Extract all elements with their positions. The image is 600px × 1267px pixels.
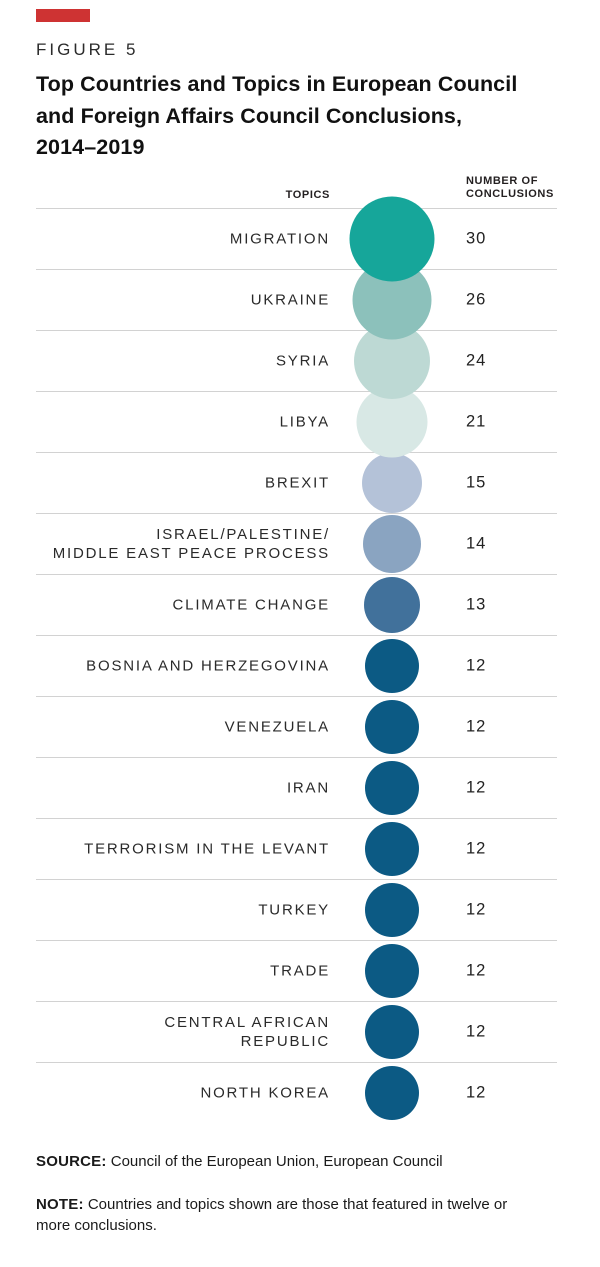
red-accent-block xyxy=(36,9,90,22)
source-text: Council of the European Union, European … xyxy=(110,1153,443,1170)
value-bubble xyxy=(363,515,421,573)
topic-label-line: TRADE xyxy=(270,962,330,980)
chart-row: TURKEY 12 xyxy=(36,879,557,940)
topic-label: VENEZUELA xyxy=(36,718,330,737)
topic-label-line: TERRORISM IN THE LEVANT xyxy=(84,840,330,858)
conclusions-count: 14 xyxy=(466,534,487,553)
conclusions-header-line-2: CONCLUSIONS xyxy=(466,188,554,200)
topic-label: BOSNIA AND HERZEGOVINA xyxy=(36,657,330,676)
conclusions-count: 12 xyxy=(466,717,487,736)
note-text-line-1: Countries and topics shown are those tha… xyxy=(87,1196,508,1213)
chart-row: SYRIA 24 xyxy=(36,323,557,399)
figure-title: Top Countries and Topics in European Cou… xyxy=(36,69,566,164)
chart-row: BOSNIA AND HERZEGOVINA 12 xyxy=(36,635,557,696)
value-bubble xyxy=(365,761,419,815)
topic-label: BREXIT xyxy=(36,474,330,493)
value-bubble xyxy=(365,883,419,937)
chart-rows: MIGRATION 30 UKRAINE 26 SYRIA 24 LIBYA 21 BREXIT… xyxy=(0,196,600,1123)
topic-label-line: LIBYA xyxy=(279,413,330,431)
topic-label: ISRAEL/PALESTINE/MIDDLE EAST PEACE PROCE… xyxy=(36,525,330,563)
chart-row: BREXIT 15 xyxy=(36,452,557,513)
topic-label-line: CENTRAL AFRICAN xyxy=(164,1014,330,1031)
topic-label: NORTH KOREA xyxy=(36,1084,330,1103)
conclusions-count: 13 xyxy=(466,595,487,614)
conclusions-column-header: NUMBER OF CONCLUSIONS xyxy=(466,175,554,201)
value-bubble xyxy=(365,822,419,876)
figure-number-label: FIGURE 5 xyxy=(36,40,139,59)
bubble-chart: TOPICS NUMBER OF CONCLUSIONS MIGRATION 30… xyxy=(0,162,600,1123)
figure-footer: SOURCE: Council of the European Union, E… xyxy=(36,1151,570,1236)
topic-label: CLIMATE CHANGE xyxy=(36,596,330,615)
conclusions-count: 15 xyxy=(466,473,487,492)
figure-title-line-2: and Foreign Affairs Council Conclusions, xyxy=(36,103,463,128)
topic-label-line: CLIMATE CHANGE xyxy=(172,596,330,614)
chart-column-headers: TOPICS NUMBER OF CONCLUSIONS xyxy=(36,162,557,208)
topic-label: SYRIA xyxy=(36,352,330,371)
chart-row: MIGRATION 30 xyxy=(36,196,557,282)
chart-row: UKRAINE 26 xyxy=(36,260,557,340)
topic-label-line: SYRIA xyxy=(275,352,330,370)
topic-label-line: NORTH KOREA xyxy=(200,1084,330,1102)
value-bubble xyxy=(365,639,419,693)
chart-row: TERRORISM IN THE LEVANT 12 xyxy=(36,818,557,879)
topic-label: TERRORISM IN THE LEVANT xyxy=(36,840,330,859)
chart-row: TRADE 12 xyxy=(36,940,557,1001)
value-bubble xyxy=(365,700,419,754)
source-label: SOURCE: xyxy=(36,1153,107,1170)
topics-column-header: TOPICS xyxy=(285,189,330,201)
chart-row: ISRAEL/PALESTINE/MIDDLE EAST PEACE PROCE… xyxy=(36,513,557,574)
topic-label-line: MIDDLE EAST PEACE PROCESS xyxy=(52,545,330,562)
topic-label-line: BREXIT xyxy=(265,474,330,492)
conclusions-count: 12 xyxy=(466,1083,487,1102)
value-bubble xyxy=(362,453,422,513)
note-line: NOTE: Countries and topics shown are tho… xyxy=(36,1194,570,1236)
topic-label-line: ISRAEL/PALESTINE/ xyxy=(156,526,330,543)
value-bubble xyxy=(365,944,419,998)
chart-row: CENTRAL AFRICAN REPUBLIC 12 xyxy=(36,1001,557,1062)
topic-label: MIGRATION xyxy=(36,230,330,249)
topic-label-line: MIGRATION xyxy=(229,230,330,248)
source-line: SOURCE: Council of the European Union, E… xyxy=(36,1151,570,1172)
topic-label: IRAN xyxy=(36,779,330,798)
chart-row: NORTH KOREA 12 xyxy=(36,1062,557,1123)
figure-title-line-3: 2014–2019 xyxy=(36,135,145,159)
topic-label: TRADE xyxy=(36,962,330,981)
value-bubble xyxy=(349,196,435,282)
conclusions-count: 24 xyxy=(466,351,487,370)
topic-label: CENTRAL AFRICAN REPUBLIC xyxy=(36,1013,330,1051)
note-text-line-2: more conclusions. xyxy=(36,1217,157,1234)
chart-row: CLIMATE CHANGE 13 xyxy=(36,574,557,635)
topic-label-line: IRAN xyxy=(286,779,330,797)
conclusions-count: 12 xyxy=(466,900,487,919)
conclusions-count: 12 xyxy=(466,839,487,858)
topic-label-line: REPUBLIC xyxy=(240,1033,330,1050)
chart-row: IRAN 12 xyxy=(36,757,557,818)
value-bubble xyxy=(364,577,420,633)
topic-label-line: TURKEY xyxy=(258,901,330,919)
value-bubble xyxy=(365,1005,419,1059)
topic-label: LIBYA xyxy=(36,413,330,432)
conclusions-count: 30 xyxy=(466,229,487,248)
figure-title-line-1: Top Countries and Topics in European Cou… xyxy=(36,72,518,96)
chart-row: VENEZUELA 12 xyxy=(36,696,557,757)
conclusions-count: 12 xyxy=(466,961,487,980)
conclusions-count: 21 xyxy=(466,412,487,431)
note-label: NOTE: xyxy=(36,1196,84,1213)
conclusions-count: 12 xyxy=(466,1022,487,1041)
topic-label: TURKEY xyxy=(36,901,330,920)
conclusions-count: 12 xyxy=(466,656,487,675)
value-bubble xyxy=(365,1066,419,1120)
conclusions-count: 12 xyxy=(466,778,487,797)
conclusions-count: 26 xyxy=(466,290,487,309)
topic-label: UKRAINE xyxy=(36,291,330,310)
topic-label-line: VENEZUELA xyxy=(224,718,330,736)
topic-label-line: BOSNIA AND HERZEGOVINA xyxy=(86,657,330,675)
topic-label-line: UKRAINE xyxy=(250,291,330,309)
chart-row: LIBYA 21 xyxy=(36,386,557,458)
conclusions-header-line-1: NUMBER OF xyxy=(466,175,539,187)
